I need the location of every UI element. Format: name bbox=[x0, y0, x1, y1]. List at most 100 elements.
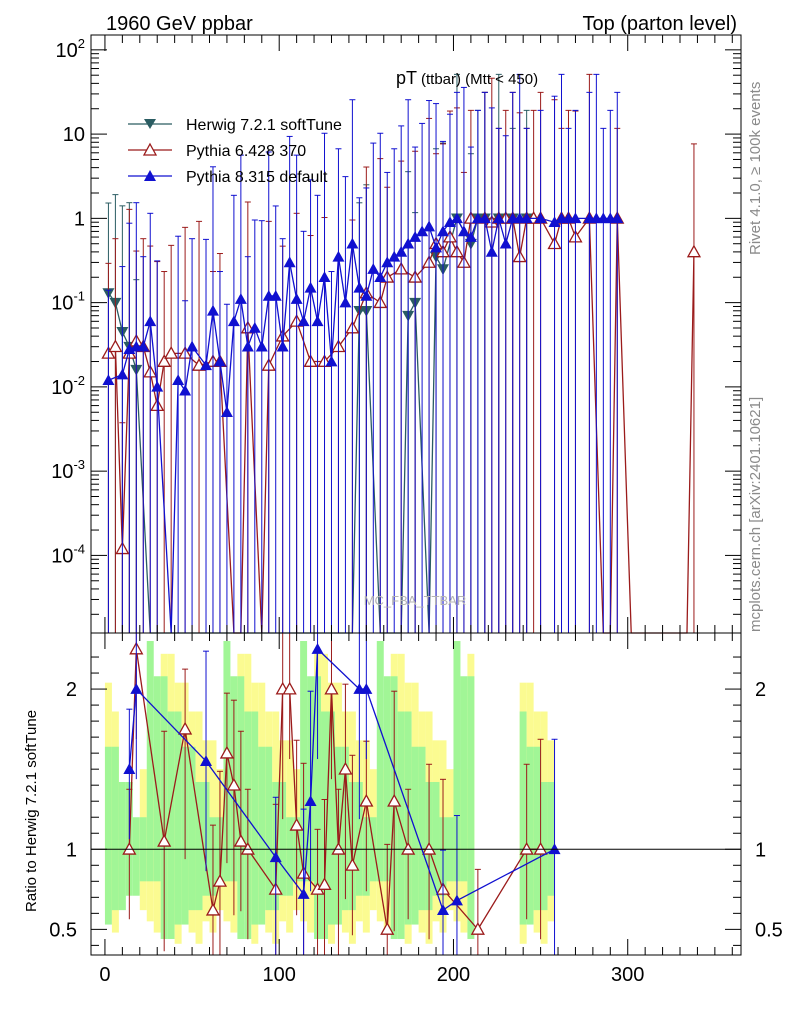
ratio-data-point-1 bbox=[548, 843, 561, 855]
data-point-2 bbox=[534, 212, 547, 224]
ratio-ylabel: Ratio to Herwig 7.2.1 softTune bbox=[23, 710, 40, 912]
ratio-x-tick-label: 300 bbox=[611, 964, 644, 986]
main-x-ticks bbox=[104, 35, 733, 633]
legend-entry-pythia6: Pythia 6.428 370 bbox=[128, 142, 306, 160]
band-inner bbox=[188, 746, 196, 911]
main-y-axis: 10-4 10-3 10-2 10-1 1 10 102 bbox=[51, 36, 741, 615]
data-point-2 bbox=[304, 281, 317, 293]
ratio-data-point-0 bbox=[177, 721, 193, 735]
band-inner bbox=[460, 676, 468, 882]
ratio-data-point-0 bbox=[219, 745, 235, 759]
ratio-data-point-0 bbox=[324, 681, 339, 695]
ratio-data-point-1 bbox=[123, 763, 136, 774]
band-inner bbox=[453, 641, 461, 882]
data-point-2 bbox=[395, 245, 408, 257]
data-point-2 bbox=[388, 250, 401, 262]
header-left-label: 1960 GeV ppbar bbox=[106, 13, 253, 35]
legend-marker-pythia8 bbox=[144, 170, 156, 181]
data-point-2 bbox=[450, 212, 463, 224]
data-point-2 bbox=[457, 225, 470, 237]
band-inner bbox=[146, 641, 154, 882]
data-point-2 bbox=[367, 263, 380, 274]
ratio-data-point-0 bbox=[359, 793, 374, 807]
data-point-2 bbox=[353, 281, 366, 293]
band-inner bbox=[251, 711, 259, 925]
band-inner bbox=[132, 817, 140, 896]
ratio-data-point-0 bbox=[519, 841, 534, 855]
band-inner bbox=[195, 781, 203, 911]
ratio-y-tick-label: 2 bbox=[66, 679, 77, 701]
band-inner bbox=[167, 711, 175, 939]
ratio-data-point-0 bbox=[380, 922, 395, 935]
data-point-2 bbox=[241, 340, 254, 352]
band-inner bbox=[265, 746, 273, 911]
band-inner bbox=[519, 711, 527, 925]
data-point-2 bbox=[374, 271, 387, 283]
ratio-data-point-0 bbox=[226, 777, 241, 791]
ratio-data-point-0 bbox=[205, 902, 221, 916]
data-point-2 bbox=[346, 237, 359, 249]
ratio-data-point-1 bbox=[437, 904, 450, 915]
data-point-2 bbox=[332, 250, 345, 262]
header-right-label: Top (parton level) bbox=[582, 13, 737, 35]
rivet-label: Rivet 4.1.0, ≥ 100k events bbox=[747, 82, 764, 255]
ratio-plot-marks bbox=[122, 632, 561, 955]
ratio-x-tick-label: 0 bbox=[99, 964, 110, 986]
main-y-tick-label: 10-4 bbox=[51, 541, 85, 567]
main-y-tick-label: 10-2 bbox=[51, 373, 85, 399]
main-y-tick-label: 1 bbox=[74, 208, 85, 230]
ratio-x-tick-label: 200 bbox=[437, 964, 470, 986]
data-point-2 bbox=[102, 374, 115, 386]
data-point-1 bbox=[157, 354, 172, 367]
ratio-data-point-0 bbox=[240, 841, 255, 855]
band-inner bbox=[314, 676, 322, 939]
band-inner bbox=[300, 641, 308, 882]
data-point-2 bbox=[339, 296, 352, 308]
data-point-2 bbox=[485, 245, 498, 257]
ratio-y-tick-label-right: 1 bbox=[755, 839, 766, 861]
data-point-2 bbox=[318, 271, 331, 283]
ratio-y-tick-label: 1 bbox=[66, 839, 77, 861]
data-point-2 bbox=[276, 340, 289, 352]
data-point-2 bbox=[200, 359, 213, 371]
ratio-frame bbox=[90, 632, 742, 956]
data-point-2 bbox=[227, 315, 240, 327]
band-inner bbox=[355, 781, 363, 896]
data-point-2 bbox=[172, 374, 185, 386]
data-point-1 bbox=[164, 346, 179, 359]
main-y-tick-label: 10 bbox=[63, 124, 85, 146]
ratio-x-tick-label: 100 bbox=[263, 964, 296, 986]
ratio-data-point-0 bbox=[122, 841, 137, 855]
ratio-data-point-1 bbox=[311, 643, 324, 654]
band-inner bbox=[547, 781, 555, 896]
data-point-2 bbox=[416, 225, 429, 237]
data-point-2 bbox=[290, 293, 303, 304]
mcplots-label: mcplots.cern.ch [arXiv:2401.10621] bbox=[747, 397, 764, 632]
ratio-data-point-0 bbox=[289, 817, 304, 831]
ratio-data-point-0 bbox=[401, 841, 416, 855]
data-point-2 bbox=[409, 231, 422, 242]
ratio-data-point-1 bbox=[360, 683, 373, 694]
legend-entry-pythia8: Pythia 8.315 default bbox=[128, 169, 328, 186]
legend-label-pythia8: Pythia 8.315 default bbox=[186, 169, 328, 186]
ratio-data-point-1 bbox=[269, 851, 282, 863]
ratio-data-point-1 bbox=[450, 894, 463, 906]
ratio-data-point-0 bbox=[282, 681, 297, 695]
data-point-2 bbox=[311, 315, 324, 327]
legend-label-pythia6: Pythia 6.428 370 bbox=[186, 143, 306, 160]
data-point-2 bbox=[423, 220, 436, 232]
ratio-data-point-0 bbox=[387, 793, 402, 807]
band-inner bbox=[118, 781, 126, 911]
chart-subtitle: (ttbar) (Mtt < 450) bbox=[421, 71, 538, 88]
band-inner bbox=[258, 746, 266, 925]
ratio-data-point-0 bbox=[338, 761, 353, 775]
main-panel: 10-4 10-3 10-2 10-1 1 10 102 pT (ttbar) (Mtt <… bbox=[51, 34, 742, 634]
data-point-2 bbox=[611, 212, 624, 224]
band-inner bbox=[540, 781, 548, 911]
band-inner bbox=[286, 817, 294, 896]
data-point-2 bbox=[255, 340, 268, 352]
band-inner bbox=[383, 676, 391, 882]
band-inner bbox=[174, 711, 182, 925]
main-y-tick-label: 102 bbox=[56, 36, 85, 62]
ratio-data-point-0 bbox=[233, 833, 248, 847]
